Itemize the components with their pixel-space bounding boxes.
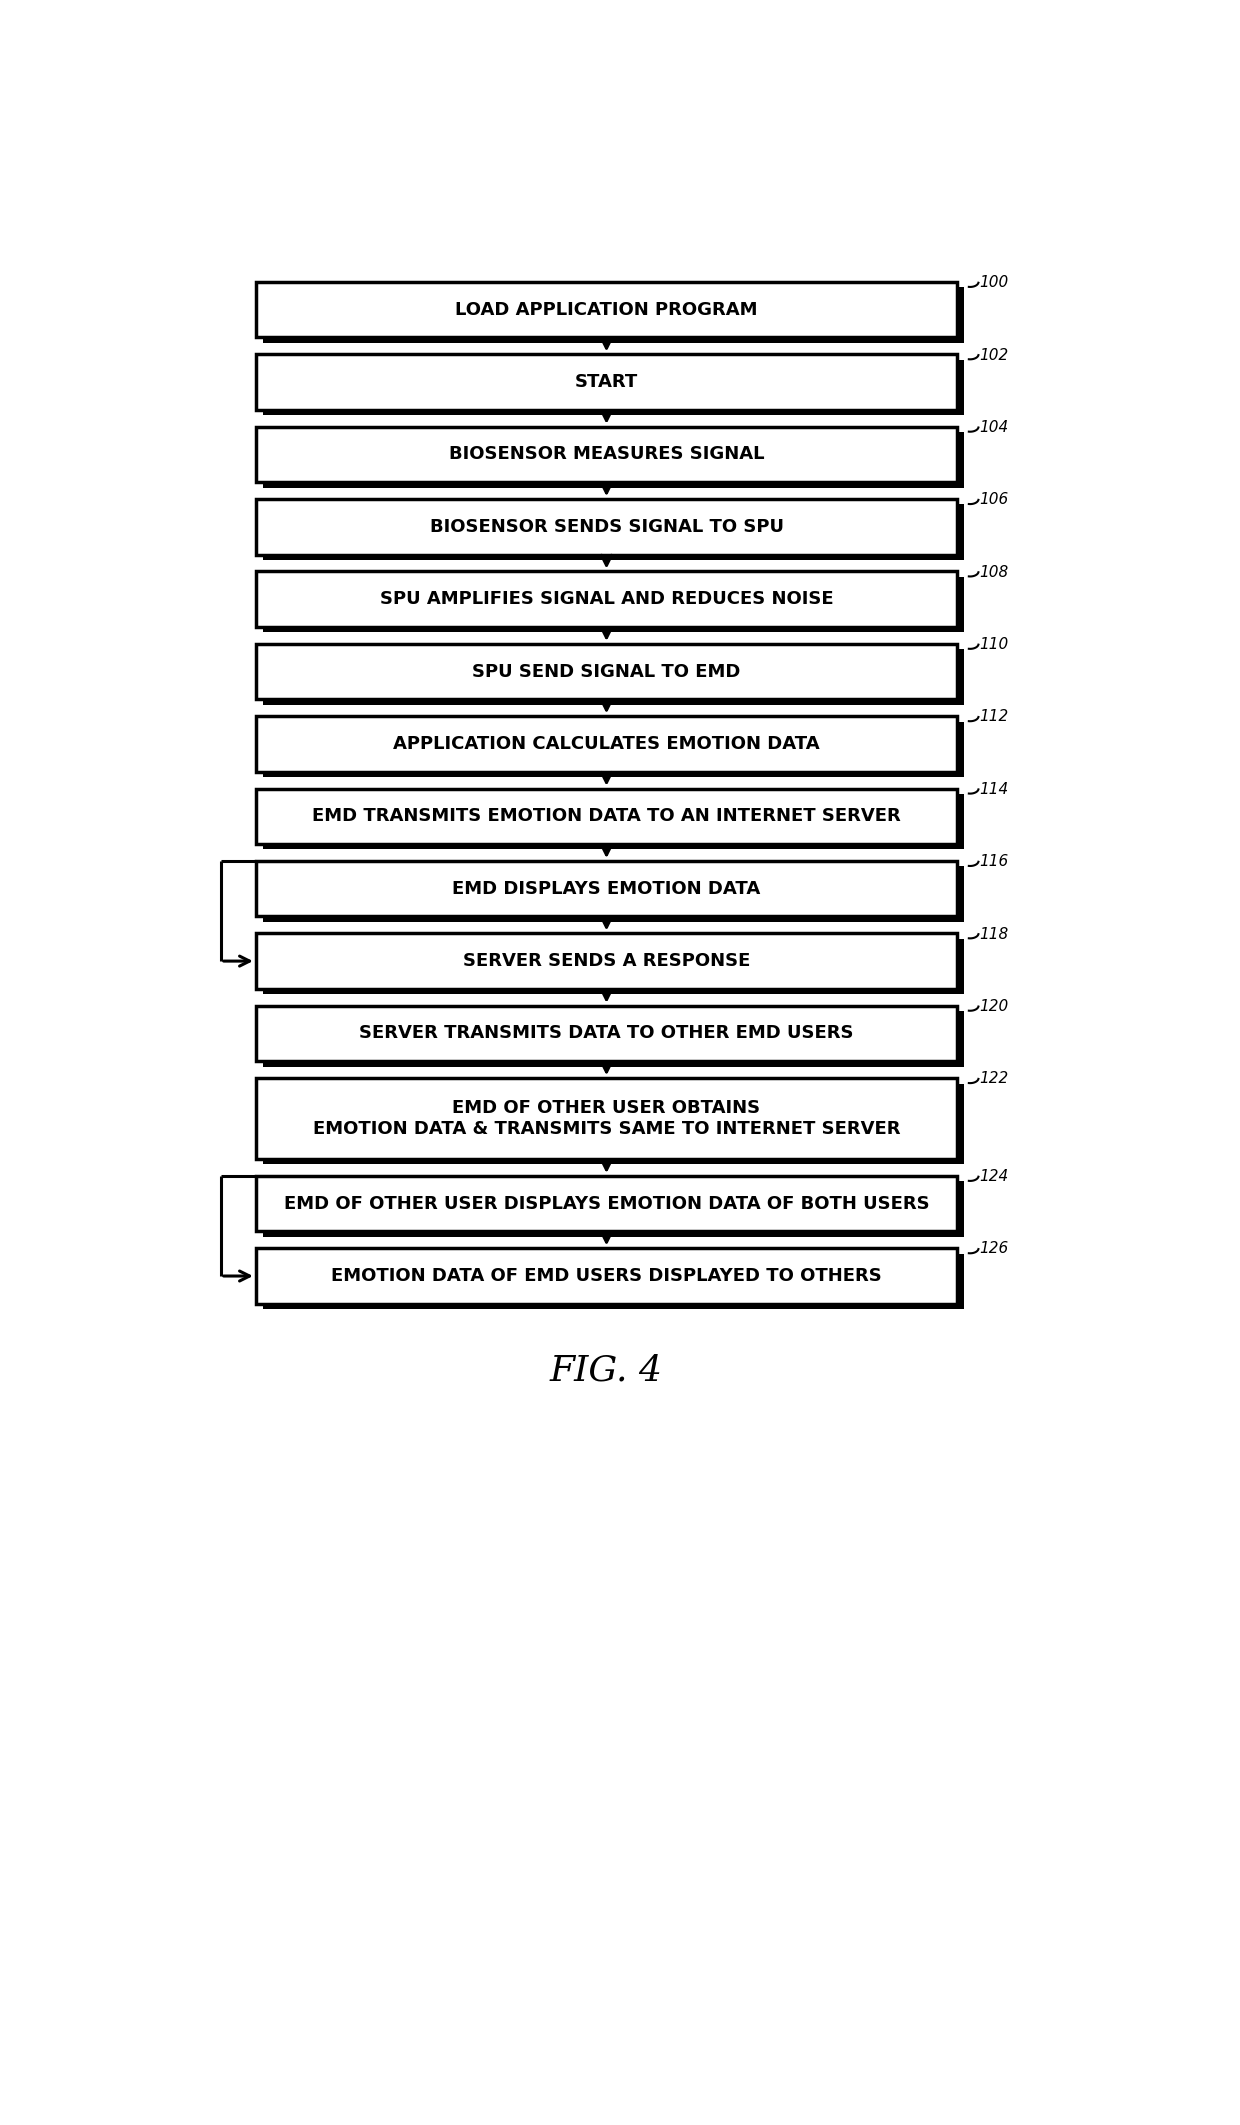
Bar <box>263 576 965 633</box>
Bar <box>255 788 957 844</box>
Text: SPU SEND SIGNAL TO EMD: SPU SEND SIGNAL TO EMD <box>472 663 740 680</box>
Text: 124: 124 <box>980 1169 1008 1184</box>
Bar <box>263 1182 965 1237</box>
Text: SERVER TRANSMITS DATA TO OTHER EMD USERS: SERVER TRANSMITS DATA TO OTHER EMD USERS <box>360 1024 854 1043</box>
Bar <box>263 1012 965 1067</box>
Bar <box>263 287 965 342</box>
Text: APPLICATION CALCULATES EMOTION DATA: APPLICATION CALCULATES EMOTION DATA <box>393 735 820 752</box>
Bar <box>255 499 957 555</box>
Bar <box>255 1077 957 1158</box>
Text: BIOSENSOR SENDS SIGNAL TO SPU: BIOSENSOR SENDS SIGNAL TO SPU <box>429 518 784 536</box>
Text: EMD TRANSMITS EMOTION DATA TO AN INTERNET SERVER: EMD TRANSMITS EMOTION DATA TO AN INTERNE… <box>312 808 901 824</box>
Bar <box>255 1005 957 1060</box>
Bar <box>255 644 957 699</box>
Text: 116: 116 <box>980 854 1008 869</box>
Text: EMD OF OTHER USER DISPLAYS EMOTION DATA OF BOTH USERS: EMD OF OTHER USER DISPLAYS EMOTION DATA … <box>284 1194 929 1213</box>
Bar <box>263 939 965 994</box>
Text: 102: 102 <box>980 348 1008 363</box>
Bar <box>263 1084 965 1164</box>
Bar <box>263 1254 965 1309</box>
Bar <box>255 283 957 338</box>
Bar <box>255 716 957 771</box>
Text: EMOTION DATA OF EMD USERS DISPLAYED TO OTHERS: EMOTION DATA OF EMD USERS DISPLAYED TO O… <box>331 1266 882 1286</box>
Text: SERVER SENDS A RESPONSE: SERVER SENDS A RESPONSE <box>463 952 750 971</box>
Bar <box>263 650 965 706</box>
Text: START: START <box>575 374 639 391</box>
Bar <box>263 504 965 559</box>
Bar <box>255 427 957 482</box>
Text: 114: 114 <box>980 782 1008 797</box>
Text: 110: 110 <box>980 638 1008 652</box>
Bar <box>263 431 965 487</box>
Bar <box>255 1175 957 1230</box>
Text: LOAD APPLICATION PROGRAM: LOAD APPLICATION PROGRAM <box>455 300 758 319</box>
Text: 104: 104 <box>980 421 1008 436</box>
Bar <box>255 572 957 627</box>
Text: EMD OF OTHER USER OBTAINS
EMOTION DATA & TRANSMITS SAME TO INTERNET SERVER: EMD OF OTHER USER OBTAINS EMOTION DATA &… <box>312 1099 900 1139</box>
Text: FIG. 4: FIG. 4 <box>551 1354 663 1388</box>
Text: 122: 122 <box>980 1071 1008 1086</box>
Bar <box>263 359 965 414</box>
Text: 106: 106 <box>980 493 1008 508</box>
Bar <box>255 861 957 916</box>
Bar <box>255 1247 957 1305</box>
Text: EMD DISPLAYS EMOTION DATA: EMD DISPLAYS EMOTION DATA <box>453 880 760 897</box>
Text: 112: 112 <box>980 710 1008 725</box>
Bar <box>255 933 957 988</box>
Text: 108: 108 <box>980 565 1008 580</box>
Bar <box>263 722 965 778</box>
Bar <box>255 355 957 410</box>
Text: SPU AMPLIFIES SIGNAL AND REDUCES NOISE: SPU AMPLIFIES SIGNAL AND REDUCES NOISE <box>379 591 833 608</box>
Text: BIOSENSOR MEASURES SIGNAL: BIOSENSOR MEASURES SIGNAL <box>449 446 764 463</box>
Text: 126: 126 <box>980 1241 1008 1256</box>
Text: 120: 120 <box>980 999 1008 1014</box>
Bar <box>263 867 965 922</box>
Text: 100: 100 <box>980 274 1008 291</box>
Text: 118: 118 <box>980 926 1008 941</box>
Bar <box>263 795 965 850</box>
